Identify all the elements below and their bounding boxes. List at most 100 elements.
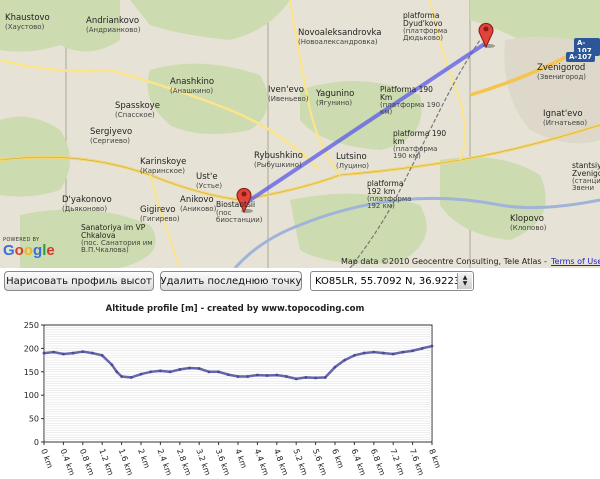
x-tick-label: 0.4 km xyxy=(59,448,77,477)
chart-svg: 0 50 100 150 200 250 0 km 0.4 km 0.8 km 1.2 km 1.6… xyxy=(24,321,443,477)
altitude-chart: Altitude profile [m] - created by www.to… xyxy=(0,294,600,479)
x-tick-label: 2 km xyxy=(136,448,151,470)
select-arrows-icon[interactable]: ▲ ▼ xyxy=(457,273,472,289)
x-tick-label: 3.6 km xyxy=(214,448,232,477)
place-pl190b: platforma 190 km (платформа 190 км) xyxy=(393,129,447,160)
altitude-point xyxy=(71,351,75,355)
altitude-point xyxy=(120,375,123,378)
place-novoaleksandrovka: Novoaleksandrovka (Новоалександровка) xyxy=(298,28,382,46)
altitude-point xyxy=(256,373,259,377)
y-tick-label: 100 xyxy=(24,391,39,400)
chart-title: Altitude profile [m] - created by www.to… xyxy=(105,304,365,314)
x-tick-label: 4.4 km xyxy=(253,448,271,477)
place-anashkino: Anashkino (Анашкино) xyxy=(170,77,215,95)
map-base xyxy=(0,0,600,268)
y-tick-label: 50 xyxy=(29,415,39,424)
altitude-point xyxy=(81,350,85,354)
place-pl192: platforma 192 km (платформа 192 км) xyxy=(367,179,412,210)
altitude-series-line xyxy=(43,344,433,381)
x-tick-label: 1.6 km xyxy=(117,448,135,477)
place-stantsiya: stantsiy Zvenigor(станция Звени xyxy=(572,161,600,192)
altitude-point xyxy=(391,352,395,356)
place-anikovo: Anikovo (Аниково) xyxy=(180,195,217,213)
delete-last-point-button[interactable]: Удалить последнюю точку xyxy=(160,271,302,291)
altitude-point xyxy=(226,373,230,377)
x-tick-label: 3.2 km xyxy=(194,448,212,477)
start-marker-icon[interactable] xyxy=(234,185,254,215)
place-dyakonovo: D'yakonovo (Дьяконово) xyxy=(62,195,112,213)
altitude-point xyxy=(420,347,424,350)
altitude-point xyxy=(382,351,385,355)
place-gigirevo: Gigirevo (Гигирево) xyxy=(140,205,180,223)
highway-shield-a107-secondary: A-107 xyxy=(566,52,595,62)
x-tick-label: 7.6 km xyxy=(408,448,426,477)
place-spasskoye: Spasskoye (Спасское) xyxy=(115,101,160,119)
altitude-point xyxy=(115,370,119,374)
altitude-point xyxy=(411,349,414,353)
altitude-point xyxy=(110,363,114,367)
altitude-point xyxy=(294,377,298,381)
x-tick-label: 4.8 km xyxy=(272,448,290,477)
place-zvenigorod: Zvenigorod (Звенигород) xyxy=(537,63,587,81)
altitude-point xyxy=(139,372,143,376)
x-tick-label: 2.8 km xyxy=(175,448,193,477)
altitude-point xyxy=(42,351,46,355)
altitude-point xyxy=(430,344,434,348)
altitude-point xyxy=(314,376,317,380)
place-uste: Ust'e (Устье) xyxy=(196,172,223,190)
altitude-point xyxy=(217,370,221,374)
end-marker-icon[interactable] xyxy=(476,20,496,50)
place-klopovo: Klopovo (Клопово) xyxy=(510,214,547,232)
y-tick-label: 0 xyxy=(34,438,39,447)
x-tick-label: 6.4 km xyxy=(350,448,368,477)
dataset-select-value: KO85LR, 55.7092 N, 36.9223 E xyxy=(315,275,470,287)
place-andriankovo: Andriankovo (Андрианково) xyxy=(86,16,141,34)
place-biostantsii: Biostantsii (пос биостанции) xyxy=(216,200,263,224)
altitude-point xyxy=(178,368,182,371)
altitude-point xyxy=(401,350,405,354)
google-logo[interactable]: Google xyxy=(3,242,55,259)
route-line xyxy=(242,41,488,206)
map-data-credit: Map data ©2010 Geocentre Consulting, Tel… xyxy=(341,257,547,266)
altitude-point xyxy=(275,373,279,377)
map[interactable]: Khaustovo (Хаустово) Andriankovo (Андрианк… xyxy=(0,0,600,268)
place-sergiyevo: Sergiyevo (Сергиево) xyxy=(90,127,133,145)
place-ivenevo: Iven'evo (Ивеньево) xyxy=(268,85,309,103)
x-tick-label: 4 km xyxy=(233,448,248,470)
altitude-point xyxy=(62,352,65,356)
altitude-point xyxy=(353,354,356,357)
altitude-point xyxy=(207,370,211,374)
altitude-point xyxy=(159,369,162,373)
x-tick-label: 0.8 km xyxy=(78,448,96,477)
place-lutsino: Lutsino (Луцино) xyxy=(336,152,370,170)
altitude-point xyxy=(236,375,240,378)
x-tick-label: 8 km xyxy=(427,448,442,470)
y-tick-label: 150 xyxy=(24,368,39,377)
y-tick-label: 250 xyxy=(24,321,39,330)
x-tick-label: 1.2 km xyxy=(97,448,115,477)
dataset-select[interactable]: KO85LR, 55.7092 N, 36.9223 E ▲ ▼ xyxy=(310,271,474,291)
altitude-point xyxy=(372,350,376,354)
place-yagunino: Yagunino (Ягунино) xyxy=(316,89,355,107)
place-karinskoye: Karinskoye (Каринское) xyxy=(140,157,187,175)
altitude-point xyxy=(149,370,153,374)
place-ignatevo: Ignat'evo (Игнатьево) xyxy=(543,109,588,127)
place-dyudkovo: platforma Dyud'kovo (платформа Дюдьково) xyxy=(403,11,448,42)
altitude-point xyxy=(333,365,337,369)
altitude-point xyxy=(91,351,94,355)
draw-profile-button[interactable]: Нарисовать профиль высот xyxy=(4,271,154,291)
altitude-point xyxy=(129,376,133,379)
place-khaustovo: Khaustovo (Хаустово) xyxy=(5,13,50,31)
altitude-point xyxy=(304,376,308,379)
highway-shield-a107: A-107 xyxy=(574,38,600,56)
place-rybushkino: Rybushkino (Рыбушкино) xyxy=(254,151,303,169)
x-tick-label: 6.8 km xyxy=(369,448,387,477)
x-tick-label: 6 km xyxy=(330,448,345,470)
altitude-point xyxy=(362,351,366,355)
x-tick-label: 7.2 km xyxy=(388,448,406,477)
terms-of-use-link[interactable]: Terms of Use xyxy=(551,257,600,266)
x-tick-label: 0 km xyxy=(39,448,54,470)
altitude-point xyxy=(100,354,104,357)
x-tick-label: 2.4 km xyxy=(156,448,174,477)
altitude-point xyxy=(343,358,347,362)
